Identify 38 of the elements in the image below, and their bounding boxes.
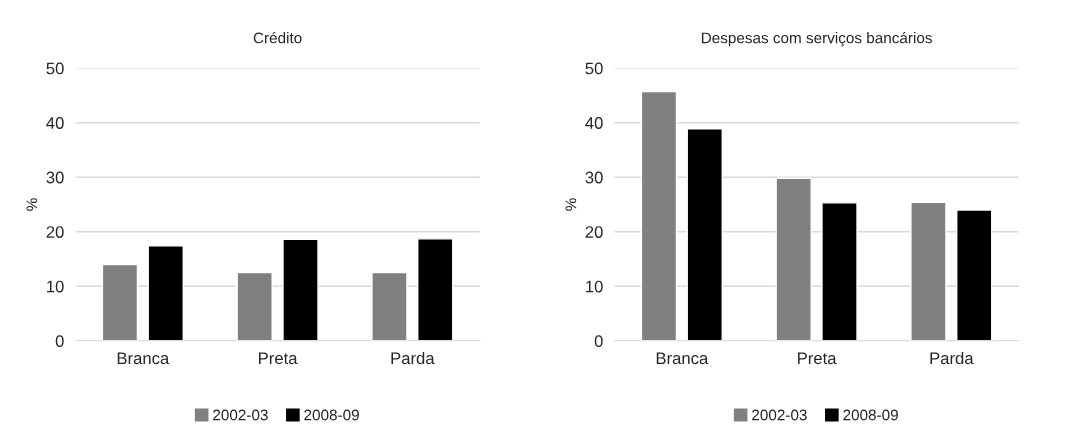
bar [236, 271, 273, 341]
y-axis-title: % [26, 198, 38, 211]
legend-label: 2002-03 [213, 409, 268, 421]
x-tick-label: Branca [656, 352, 709, 365]
bar [640, 90, 678, 341]
y-tick-label: 30 [585, 171, 603, 184]
y-tick-label: 20 [46, 226, 64, 238]
bar [821, 202, 858, 341]
bar [910, 201, 947, 341]
bar [956, 209, 993, 341]
y-tick-label: 50 [585, 62, 603, 75]
x-tick-label: Parda [391, 351, 435, 365]
bar [775, 177, 812, 341]
y-tick-label: 50 [46, 62, 64, 75]
x-tick-label: Preta [798, 352, 837, 365]
y-tick-label: 20 [585, 226, 603, 238]
bar [686, 127, 723, 341]
y-tick-label: 30 [46, 171, 64, 184]
x-tick-label: Parda [930, 351, 974, 365]
legend-label: 2008-09 [304, 409, 359, 421]
legend-label: 2008-09 [843, 409, 898, 421]
y-tick-label: 0 [55, 335, 64, 347]
bar [282, 238, 319, 341]
bar [147, 245, 184, 341]
y-tick-label: 40 [46, 117, 64, 129]
chart-title: Crédito [253, 31, 302, 44]
x-tick-label: Branca [117, 352, 170, 365]
y-axis-title: % [565, 198, 577, 211]
bar [371, 271, 408, 341]
bar [101, 263, 139, 341]
legend-label: 2002-03 [752, 409, 807, 421]
y-tick-label: 0 [594, 335, 603, 347]
y-tick-label: 10 [586, 280, 603, 293]
bar [417, 238, 454, 341]
chart-title: Despesas com serviços bancários [701, 31, 932, 47]
x-tick-label: Preta [259, 352, 298, 365]
y-tick-label: 10 [47, 280, 64, 293]
y-tick-label: 40 [585, 117, 603, 129]
